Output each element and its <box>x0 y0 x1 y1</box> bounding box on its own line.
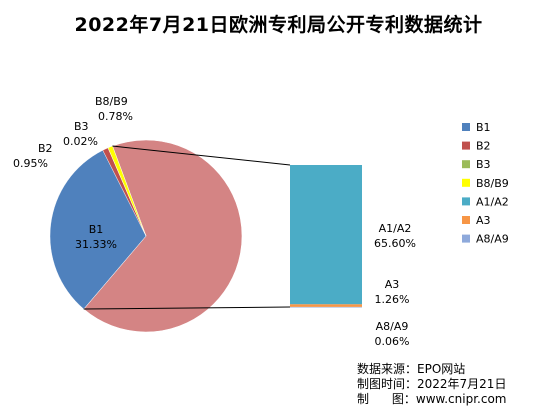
legend-label-b8-b9: B8/B9 <box>476 177 509 190</box>
data-label-a1a2-name: A1/A2 <box>379 222 412 235</box>
data-label-b8b9-value: 0.78% <box>98 110 133 123</box>
data-label-b8b9-name: B8/B9 <box>95 95 128 108</box>
bar-segment-a8-a9 <box>290 306 362 308</box>
pie-slice-b1 <box>49 150 147 310</box>
data-label-a8a9-value: 0.06% <box>375 335 410 348</box>
legend-label-a1-a2: A1/A2 <box>476 195 509 208</box>
chart-title: 2022年7月21日欧洲专利局公开专利数据统计 <box>74 14 483 36</box>
data-label-a3-value: 1.26% <box>375 293 410 306</box>
legend-swatch-a3 <box>462 216 470 224</box>
legend-label-b3: B3 <box>476 158 491 171</box>
bar-segment-a1-a2 <box>290 165 362 305</box>
data-label-b2-value: 0.95% <box>13 157 48 170</box>
data-label-b1-value: 31.33% <box>75 238 117 251</box>
legend-label-b1: B1 <box>476 121 491 134</box>
data-label-b2-name: B2 <box>38 142 53 155</box>
data-label-b1-name: B1 <box>89 223 104 236</box>
chart-date-text: 制图时间：2022年7月21日 <box>357 377 507 391</box>
legend-swatch-b8-b9 <box>462 178 470 187</box>
pie-slice-aggregate <box>83 139 243 333</box>
connector-line-top <box>112 145 291 166</box>
legend-swatch-a8-a9 <box>462 234 470 243</box>
legend-label-a3: A3 <box>476 214 491 227</box>
connector-line-bottom <box>83 306 291 310</box>
legend-swatch-b1 <box>462 123 470 131</box>
data-label-a3-name: A3 <box>385 278 400 291</box>
chart-maker-text: 制 图：www.cnipr.com <box>357 392 507 406</box>
pie-slice-b8-b9 <box>107 145 147 237</box>
legend-label-a8-a9: A8/A9 <box>476 233 509 246</box>
bar-segment-a3 <box>290 304 362 307</box>
data-label-b3-value: 0.02% <box>63 135 98 148</box>
legend-swatch-b2 <box>462 141 470 150</box>
data-label-b3-name: B3 <box>74 120 89 133</box>
data-label-a1a2-value: 65.60% <box>374 237 416 250</box>
legend-swatch-b3 <box>462 160 470 169</box>
legend-swatch-a1-a2 <box>462 197 470 206</box>
data-label-a8a9-name: A8/A9 <box>376 320 409 333</box>
data-source-text: 数据来源：EPO网站 <box>357 362 466 376</box>
legend-label-b2: B2 <box>476 140 491 153</box>
